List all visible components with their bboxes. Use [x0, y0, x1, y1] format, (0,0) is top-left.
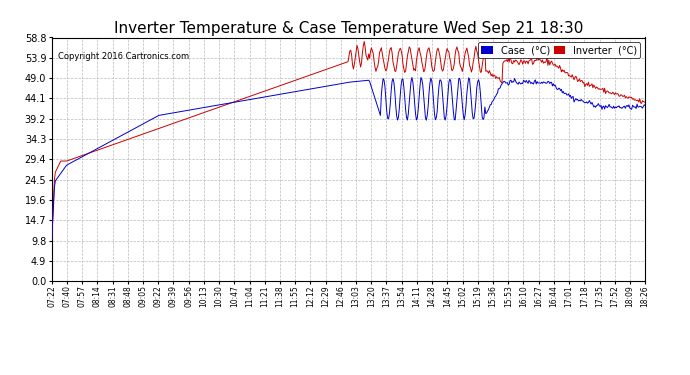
Text: Copyright 2016 Cartronics.com: Copyright 2016 Cartronics.com — [58, 52, 189, 61]
Title: Inverter Temperature & Case Temperature Wed Sep 21 18:30: Inverter Temperature & Case Temperature … — [114, 21, 583, 36]
Legend: Case  (°C), Inverter  (°C): Case (°C), Inverter (°C) — [478, 42, 640, 58]
